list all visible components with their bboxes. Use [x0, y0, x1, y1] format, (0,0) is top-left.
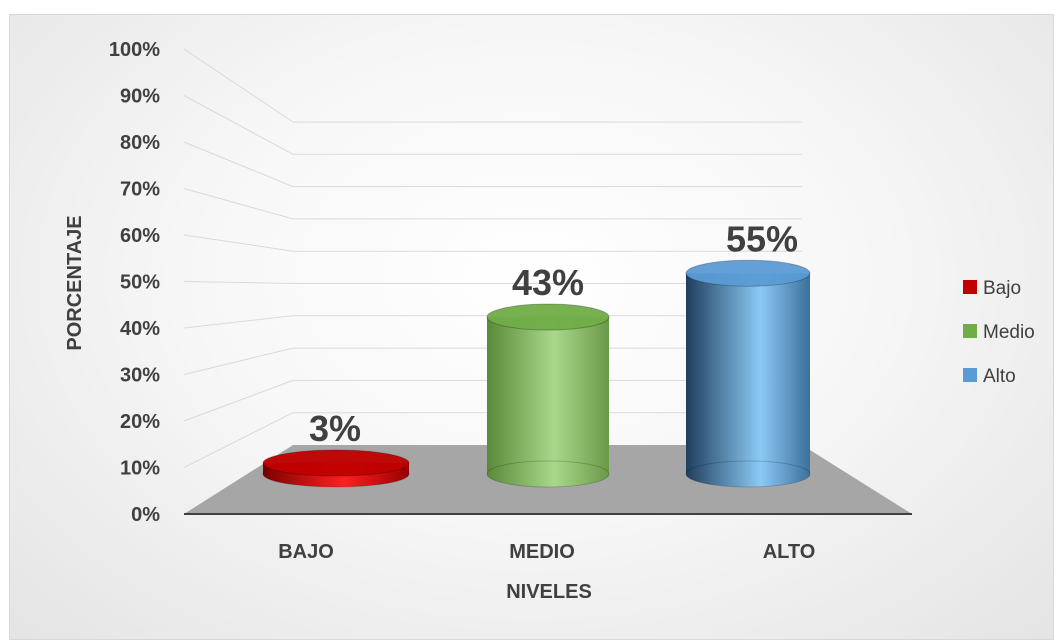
data-label: 43%	[512, 262, 584, 303]
y-tick-label: 50%	[120, 272, 160, 294]
category-labels: BAJO MEDIO ALTO	[278, 541, 815, 563]
cylinder-base-edge	[685, 460, 811, 488]
gridline-side	[183, 315, 294, 329]
y-tick-label: 10%	[120, 458, 160, 480]
gridline-side	[183, 412, 294, 468]
x-axis-title: NIVELES	[506, 581, 592, 603]
y-axis-title: PORCENTAJE	[64, 215, 86, 350]
gridline-side	[183, 379, 294, 422]
cylinder-top	[262, 449, 410, 477]
legend-label: Medio	[983, 322, 1035, 343]
legend-label: Alto	[983, 366, 1016, 387]
y-tick-label: 0%	[131, 504, 160, 526]
y-tick-label: 80%	[120, 132, 160, 154]
y-tick-label: 60%	[120, 225, 160, 247]
category-label: MEDIO	[509, 541, 575, 563]
cylinder-body	[487, 317, 609, 487]
bar-medio	[486, 303, 610, 488]
y-tick-label: 30%	[120, 365, 160, 387]
gridline-side	[183, 347, 294, 375]
gridline-side	[183, 188, 294, 220]
gridline-side	[183, 48, 294, 123]
cylinder-base-edge	[486, 460, 610, 488]
cylinder-top	[486, 303, 610, 331]
data-labels: 3% 43% 55%	[309, 218, 798, 449]
gridline-side	[183, 141, 294, 188]
y-axis-ticks: 0% 10% 20% 30% 40% 50% 60% 70% 80% 90% 100%	[109, 39, 160, 526]
legend-label: Bajo	[983, 278, 1021, 299]
legend-swatch	[963, 324, 977, 338]
legend-item-medio: Medio	[963, 322, 1035, 343]
bar-alto	[685, 259, 811, 488]
legend-item-bajo: Bajo	[963, 278, 1021, 299]
gridline-side	[183, 234, 294, 252]
cylinder-top	[685, 259, 811, 287]
data-label: 3%	[309, 408, 361, 449]
y-tick-label: 20%	[120, 411, 160, 433]
bar-bajo	[262, 449, 410, 488]
legend: Bajo Medio Alto	[963, 278, 1035, 387]
legend-swatch	[963, 368, 977, 382]
gridline-side	[183, 281, 294, 284]
category-label: ALTO	[763, 541, 816, 563]
gridline-side	[183, 95, 294, 155]
y-tick-label: 90%	[120, 86, 160, 108]
y-tick-label: 40%	[120, 318, 160, 340]
y-tick-label: 100%	[109, 39, 160, 61]
legend-swatch	[963, 280, 977, 294]
cylinder-body	[686, 273, 810, 487]
y-tick-label: 70%	[120, 179, 160, 201]
data-label: 55%	[726, 218, 798, 259]
category-label: BAJO	[278, 541, 334, 563]
legend-item-alto: Alto	[963, 366, 1016, 387]
bars	[262, 259, 811, 488]
